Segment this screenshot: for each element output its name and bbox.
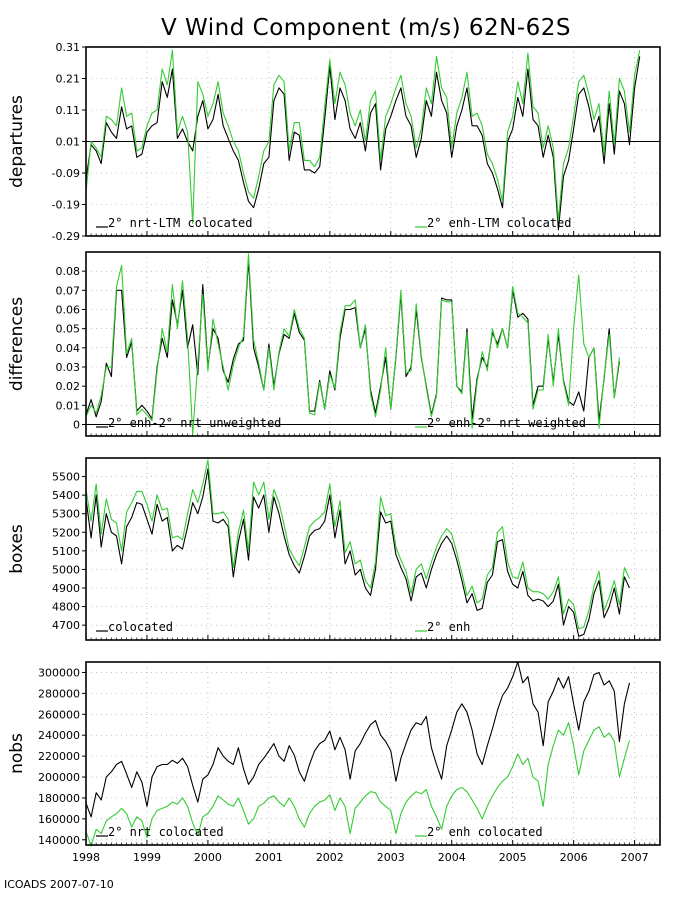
y-tick-label: 5100 — [52, 545, 80, 558]
x-tick-label: 2004 — [438, 851, 466, 864]
panel-frame — [85, 457, 661, 641]
legend-label: colocated — [108, 620, 173, 634]
panel-frame — [85, 251, 661, 437]
y-tick-label: 0.31 — [56, 41, 81, 54]
x-tick-label: 2006 — [560, 851, 588, 864]
legend-label: 2° enh-2° nrt weighted — [427, 416, 586, 430]
y-tick-label: 0.03 — [56, 361, 81, 374]
y-tick-label: -0.09 — [52, 167, 80, 180]
y-tick-label: 300000 — [38, 666, 80, 679]
y-tick-label: -0.19 — [52, 199, 80, 212]
x-tick-label: 2007 — [621, 851, 649, 864]
y-tick-label: 200000 — [38, 771, 80, 784]
y-tick-label: 4900 — [52, 582, 80, 595]
series-line-green — [85, 49, 641, 224]
series-line-black — [85, 468, 630, 637]
y-tick-label: 0 — [73, 419, 80, 432]
panel-departures: 0.31 0.21 0.11 0.01 -0.09 -0.19 -0.29 departure… — [7, 41, 661, 243]
y-tick-label: 0.11 — [56, 104, 81, 117]
legend-label: 2° enh-2° nrt unweighted — [108, 416, 281, 430]
x-tick-label: 1998 — [72, 851, 100, 864]
y-tick-label: 0.06 — [56, 304, 81, 317]
y-tick-label: 260000 — [38, 708, 80, 721]
y-tick-label: 0.08 — [56, 265, 81, 278]
legend-label: 2° nrt colocated — [108, 825, 224, 839]
y-tick-label: -0.29 — [52, 230, 80, 243]
panel-boxes: 5500 5400 5300 5200 5100 5000 4900 4800 4700 boxe… — [7, 457, 661, 641]
y-tick-label: 0.05 — [56, 323, 81, 336]
x-tick-label: 2003 — [377, 851, 405, 864]
y-tick-label: 280000 — [38, 687, 80, 700]
series-line-green — [85, 722, 631, 847]
legend-label: 2° nrt-LTM colocated — [108, 216, 253, 230]
y-tick-label: 180000 — [38, 792, 80, 805]
series-line-black — [85, 56, 641, 231]
panel-frame — [85, 661, 661, 846]
panel-nobs: 300000 280000 260000 240000 220000 200000 1800… — [7, 661, 661, 864]
y-tick-label: 5200 — [52, 526, 80, 539]
legend-label: 2° enh colocated — [427, 825, 543, 839]
series-line-green — [85, 459, 630, 630]
y-tick-label: 220000 — [38, 750, 80, 763]
y-tick-label: 5000 — [52, 563, 80, 576]
footer-text: ICOADS 2007-07-10 — [4, 878, 114, 891]
x-tick-label: 1999 — [133, 851, 161, 864]
x-tick-label: 2000 — [194, 851, 222, 864]
series-line-black — [85, 661, 631, 818]
chart-title: V Wind Component (m/s) 62N-62S — [161, 15, 571, 41]
y-axis-label: differences — [7, 297, 27, 391]
legend-label: 2° enh — [427, 620, 470, 634]
y-tick-label: 160000 — [38, 813, 80, 826]
series-line-black — [85, 259, 620, 422]
legend-label: 2° enh-LTM colocated — [427, 216, 572, 230]
y-tick-label: 0.01 — [56, 136, 81, 149]
y-tick-label: 0.04 — [56, 342, 81, 355]
y-axis-label: boxes — [7, 524, 27, 574]
y-tick-label: 140000 — [38, 834, 80, 847]
y-tick-label: 0.01 — [56, 399, 81, 412]
y-axis-label: nobs — [7, 733, 27, 774]
y-tick-label: 5400 — [52, 489, 80, 502]
y-tick-label: 5500 — [52, 471, 80, 484]
y-tick-label: 5300 — [52, 508, 80, 521]
x-tick-label: 2002 — [316, 851, 344, 864]
y-tick-label: 4700 — [52, 619, 80, 632]
y-tick-label: 0.07 — [56, 284, 81, 297]
y-tick-label: 4800 — [52, 601, 80, 614]
y-tick-label: 240000 — [38, 729, 80, 742]
y-axis-label: departures — [7, 95, 27, 188]
panels: 0.31 0.21 0.11 0.01 -0.09 -0.19 -0.29 departure… — [7, 41, 661, 864]
y-tick-label: 0.21 — [56, 73, 81, 86]
x-tick-label: 2005 — [499, 851, 527, 864]
x-tick-label: 2001 — [255, 851, 283, 864]
series-line-green — [85, 253, 620, 435]
panel-differences: 0.08 0.07 0.06 0.05 0.04 0.03 0.02 0.01 0 differe… — [7, 251, 661, 437]
y-tick-label: 0.02 — [56, 380, 81, 393]
panel-frame — [85, 46, 661, 237]
